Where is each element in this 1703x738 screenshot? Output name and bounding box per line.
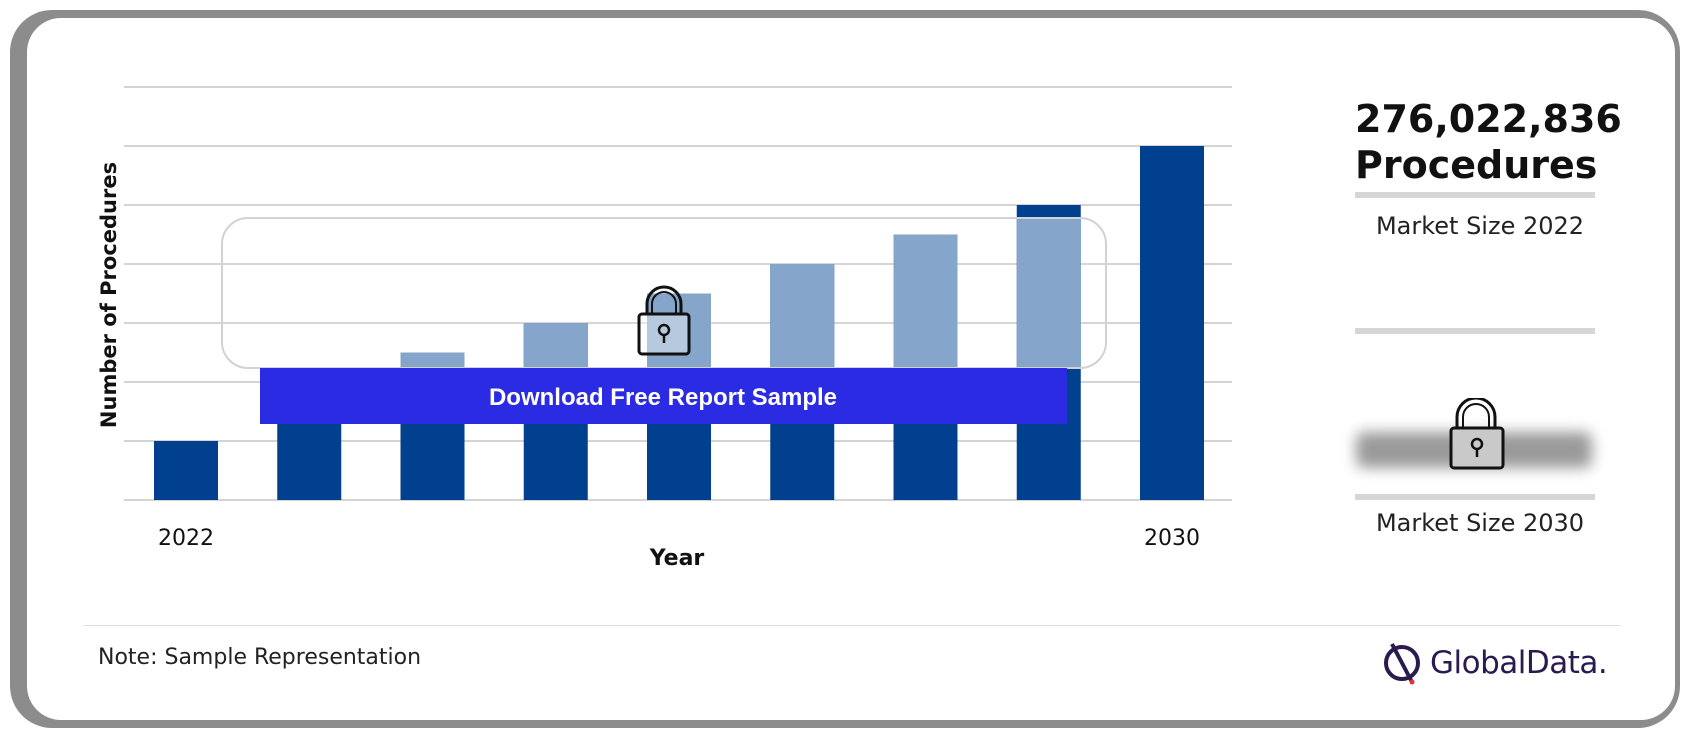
globaldata-logo: GlobalData. bbox=[1382, 640, 1608, 686]
kpi-2022-unit: Procedures bbox=[1355, 143, 1598, 187]
bar-locked-segment bbox=[770, 264, 835, 368]
footer-divider bbox=[84, 625, 1620, 626]
x-tick-label: 2022 bbox=[158, 526, 214, 551]
bar bbox=[1140, 146, 1204, 500]
kpi-2030-bar bbox=[1355, 494, 1595, 500]
footnote: Note: Sample Representation bbox=[98, 645, 422, 670]
kpi-2022-label: Market Size 2022 bbox=[1375, 212, 1585, 240]
kpi-2022-bar bbox=[1355, 192, 1595, 198]
x-tick-labels: 2022 2030 bbox=[158, 526, 1200, 551]
bar-locked-segment bbox=[1016, 218, 1081, 368]
bar-locked-segment bbox=[400, 352, 465, 368]
x-axis-title: Year bbox=[649, 546, 705, 571]
y-axis-title: Number of Procedures bbox=[97, 162, 121, 428]
padlock-icon bbox=[1449, 398, 1505, 470]
bar bbox=[154, 441, 218, 500]
globaldata-logo-text: GlobalData. bbox=[1430, 645, 1608, 681]
bar-locked-segment bbox=[893, 234, 958, 368]
x-tick-label: 2030 bbox=[1144, 526, 1200, 551]
bar-series bbox=[154, 146, 1204, 500]
kpi-2030-label: Market Size 2030 bbox=[1375, 509, 1585, 537]
download-sample-label: Download Free Report Sample bbox=[489, 384, 837, 411]
bar-locked-segment bbox=[523, 323, 588, 368]
kpi-2022-value: 276,022,836 Procedures bbox=[1355, 96, 1622, 188]
padlock-icon bbox=[637, 285, 691, 356]
bar-locked-segment bbox=[647, 293, 711, 368]
globaldata-logo-icon bbox=[1384, 643, 1420, 685]
kpi-2030-top-bar bbox=[1355, 328, 1595, 334]
kpi-2022-number: 276,022,836 bbox=[1355, 97, 1622, 141]
download-sample-button[interactable]: Download Free Report Sample bbox=[260, 368, 1067, 424]
